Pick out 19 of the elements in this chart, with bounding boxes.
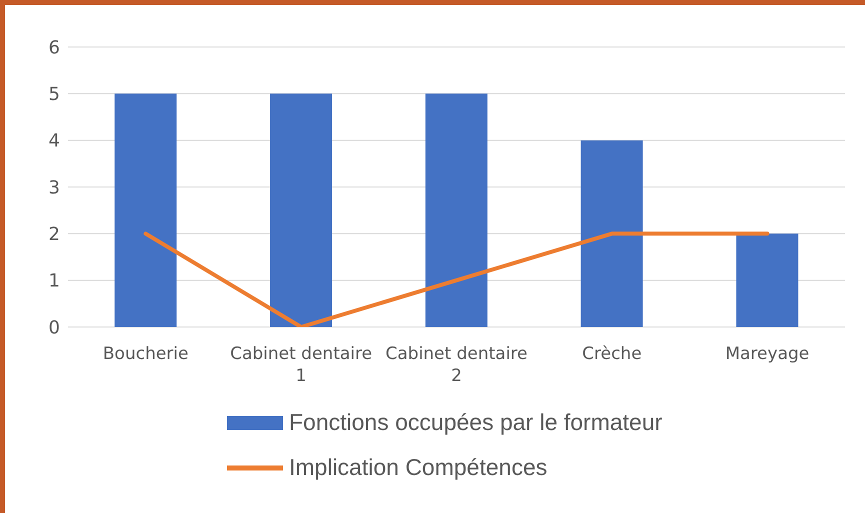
y-tick-label: 6 (48, 37, 60, 58)
x-tick-label: Crèche (582, 344, 642, 364)
legend-label: Implication Compétences (289, 454, 548, 481)
bar (425, 94, 488, 327)
y-tick-label: 5 (48, 84, 60, 106)
x-tick-label: Boucherie (102, 344, 188, 364)
bar (114, 94, 177, 327)
x-tick-label: Cabinet dentaire 1 (230, 344, 372, 386)
y-tick-label: 3 (48, 177, 60, 198)
x-tick-label: Mareyage (725, 344, 810, 364)
y-tick-label: 2 (48, 224, 60, 246)
legend-label: Fonctions occupées par le formateur (289, 409, 662, 436)
y-tick-label: 4 (48, 130, 60, 152)
bar (580, 140, 643, 327)
bar (736, 234, 798, 327)
y-tick-label: 0 (48, 317, 60, 338)
y-tick-label: 1 (48, 270, 60, 292)
bar (270, 94, 332, 327)
x-tick-label: Cabinet dentaire 2 (385, 344, 528, 386)
